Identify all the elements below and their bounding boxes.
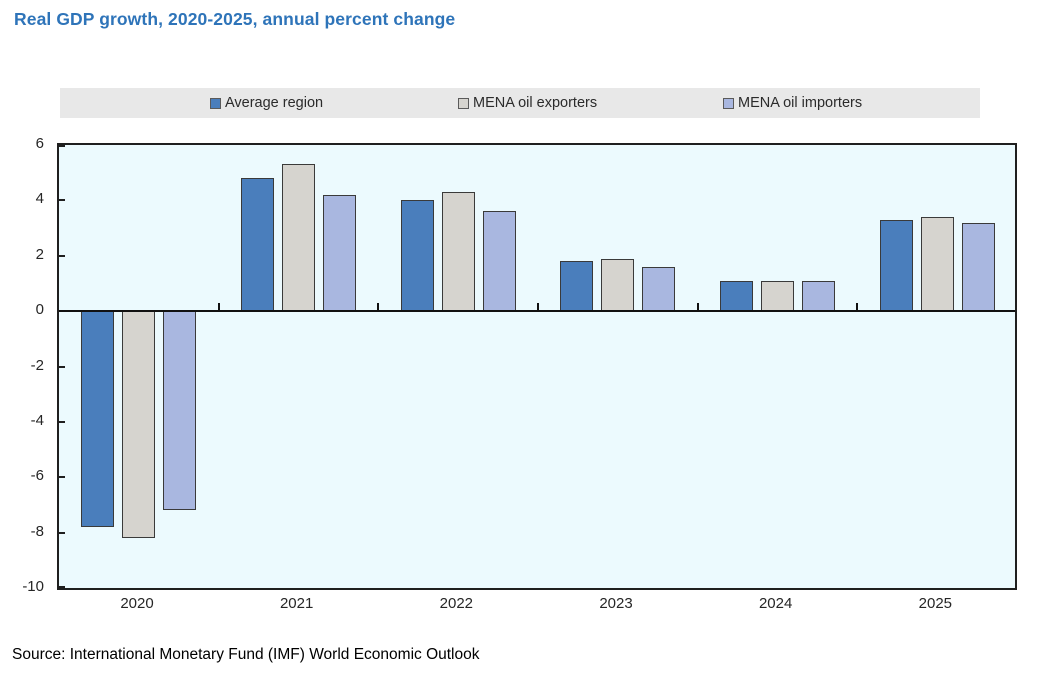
bar-mena-oil-importers-2025: [961, 222, 995, 312]
legend-swatch-icon: [458, 97, 469, 109]
y-axis-tick-label: 6: [35, 135, 44, 152]
source-note: Source: International Monetary Fund (IMF…: [12, 646, 480, 663]
x-axis-label-2025: 2025: [918, 595, 953, 612]
plot-area: [57, 143, 1017, 590]
legend-swatch-icon: [723, 97, 734, 109]
y-axis-tick-label: -4: [30, 411, 44, 429]
legend-label: MENA oil importers: [738, 95, 863, 111]
bar-average-region-2024: [720, 280, 753, 312]
y-axis-tick-label: 4: [35, 190, 44, 208]
y-axis: 6 4 2 0 -2 -4 -6 -8 -10: [6, 135, 48, 595]
y-axis-tick-mark: [59, 420, 65, 423]
y-axis-tick-label: 0: [35, 301, 44, 319]
chart-legend: Average region MENA oil exporters MENA oil…: [60, 88, 980, 118]
x-axis: 2020 2021 2022 2023 2024 2025: [57, 595, 1017, 615]
bar-mena-oil-importers-2024: [802, 280, 835, 312]
legend-item-mena-oil-exporters: MENA oil exporters: [458, 88, 597, 118]
bar-mena-oil-importers-2023: [642, 266, 676, 312]
y-axis-tick-mark: [59, 476, 65, 479]
bar-mena-oil-exporters-2023: [601, 258, 635, 312]
category-boundary-tick: [696, 303, 699, 311]
y-axis-tick-mark: [59, 531, 65, 534]
legend-label: Average region: [225, 95, 324, 111]
bar-mena-oil-exporters-2024: [761, 280, 794, 312]
bar-average-region-2020: [81, 311, 115, 528]
bar-average-region-2021: [241, 178, 274, 312]
x-axis-label-2022: 2022: [439, 595, 474, 612]
bar-mena-oil-exporters-2021: [282, 164, 315, 312]
legend-label: MENA oil exporters: [473, 95, 598, 111]
category-boundary-tick: [377, 303, 380, 311]
legend-swatch-icon: [210, 97, 221, 109]
legend-item-average-region: Average region: [210, 88, 323, 118]
y-axis-tick-mark: [59, 586, 65, 588]
y-axis-tick-label: -2: [30, 356, 44, 374]
y-axis-tick-mark: [59, 254, 65, 257]
bar-average-region-2025: [879, 219, 913, 312]
x-axis-label-2020: 2020: [120, 595, 154, 612]
y-axis-tick-mark: [59, 365, 65, 368]
bar-mena-oil-exporters-2020: [122, 311, 156, 539]
x-axis-label-2021: 2021: [279, 595, 314, 612]
bar-average-region-2022: [400, 200, 434, 312]
y-axis-tick-label: -6: [30, 467, 44, 485]
bar-mena-oil-exporters-2025: [920, 216, 954, 312]
category-boundary-tick: [217, 303, 220, 311]
y-axis-tick-mark: [59, 145, 65, 147]
y-axis-tick-mark: [59, 199, 65, 202]
y-axis-tick-label: -10: [22, 578, 44, 595]
bar-mena-oil-importers-2021: [323, 194, 356, 312]
zero-axis-line: [59, 310, 1015, 313]
y-axis-tick-label: 2: [35, 245, 44, 263]
bar-average-region-2023: [560, 261, 594, 312]
x-axis-label-2023: 2023: [599, 595, 633, 612]
legend-item-mena-oil-importers: MENA oil importers: [723, 88, 862, 118]
bar-mena-oil-importers-2020: [163, 311, 197, 511]
y-axis-tick-label: -8: [30, 522, 44, 540]
category-boundary-tick: [856, 303, 859, 311]
bar-mena-oil-exporters-2022: [441, 192, 475, 312]
category-boundary-tick: [537, 303, 539, 311]
chart-title: Real GDP growth, 2020-2025, annual perce…: [14, 9, 456, 29]
x-axis-label-2024: 2024: [758, 595, 793, 612]
bar-mena-oil-importers-2022: [482, 211, 516, 312]
